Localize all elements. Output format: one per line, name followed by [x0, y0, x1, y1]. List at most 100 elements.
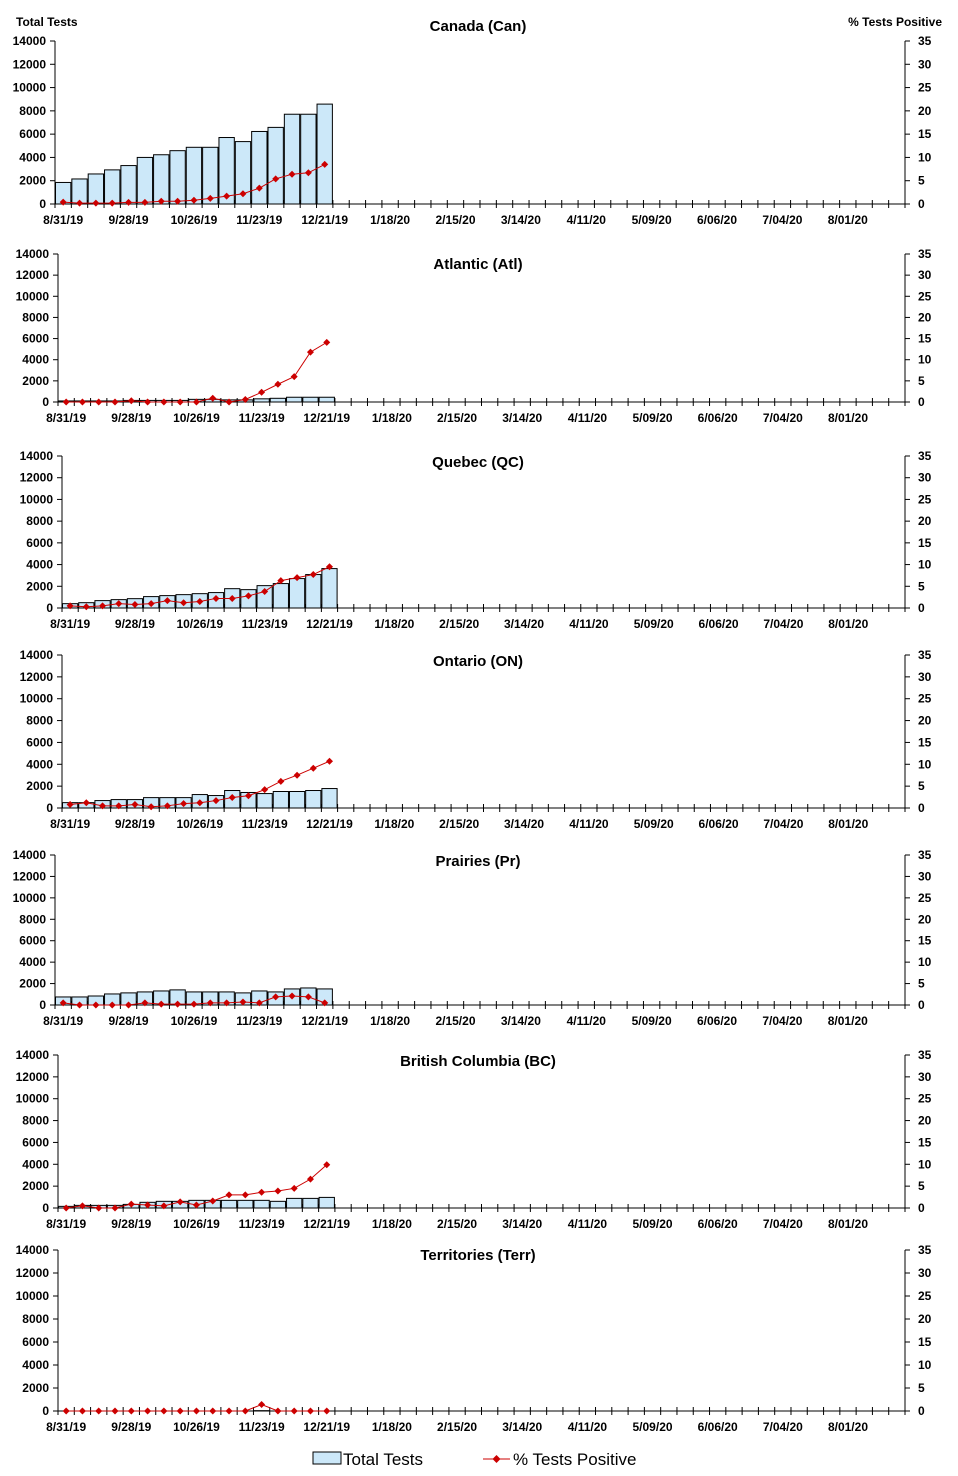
x-tick-label: 2/15/20 [439, 617, 479, 631]
x-tick-label: 1/18/20 [370, 1014, 410, 1028]
point-pct-positive [144, 1407, 152, 1415]
right-tick-label: 15 [918, 127, 932, 141]
right-tick-label: 15 [918, 1335, 932, 1349]
x-tick-label: 8/31/19 [50, 817, 90, 831]
left-tick-label: 6000 [19, 934, 46, 948]
right-tick-label: 5 [918, 1381, 925, 1395]
point-pct-positive [277, 577, 285, 585]
left-tick-label: 2000 [26, 779, 53, 793]
bar-total-tests [318, 1196, 335, 1209]
left-tick-label: 8000 [26, 714, 53, 728]
bar-total-tests [272, 583, 289, 609]
point-pct-positive [261, 786, 269, 794]
chart-title: British Columbia (BC) [400, 1053, 556, 1070]
legend-bar-swatch [312, 1451, 342, 1465]
chart-title: Ontario (ON) [433, 653, 523, 670]
left-tick-label: 2000 [22, 1381, 49, 1395]
x-tick-label: 10/26/19 [171, 213, 218, 227]
bar-total-tests [136, 156, 154, 205]
x-tick-label: 1/18/20 [374, 617, 414, 631]
point-pct-positive [288, 992, 296, 1000]
point-pct-positive [62, 1204, 70, 1212]
point-pct-positive [196, 597, 204, 605]
point-pct-positive [62, 398, 70, 406]
x-tick-label: 8/31/19 [46, 1217, 86, 1231]
point-pct-positive [108, 199, 116, 207]
x-tick-label: 4/11/20 [568, 1217, 608, 1231]
x-tick-label: 4/11/20 [567, 1014, 607, 1028]
right-tick-label: 20 [918, 714, 932, 728]
bar-total-tests [269, 1200, 287, 1209]
left-tick-label: 2000 [22, 1179, 49, 1193]
right-tick-label: 0 [918, 395, 925, 409]
chart-panel: British Columbia (BC) 0 2000 4000 6000 8000 10… [16, 1048, 932, 1231]
point-pct-positive [127, 1407, 135, 1415]
point-pct-positive [131, 801, 139, 809]
point-pct-positive [209, 394, 217, 402]
bar-total-tests [321, 788, 338, 809]
right-axis-header: % Tests Positive [848, 15, 942, 29]
x-tick-label: 9/28/19 [111, 411, 151, 425]
x-tick-label: 11/23/19 [239, 1420, 285, 1434]
left-tick-label: 14000 [13, 848, 47, 862]
line-pct-positive [66, 341, 328, 403]
left-tick-label: 4000 [26, 757, 53, 771]
x-tick-label: 2/15/20 [435, 1014, 475, 1028]
left-tick-label: 8000 [22, 310, 49, 324]
left-tick-label: 0 [46, 801, 53, 815]
point-pct-positive [192, 1407, 200, 1415]
point-pct-positive [144, 1201, 152, 1209]
left-tick-label: 8000 [22, 1114, 49, 1128]
right-tick-label: 25 [918, 492, 932, 506]
right-tick-label: 10 [918, 1358, 932, 1372]
legend: Total Tests % Tests Positive [312, 1450, 636, 1469]
right-tick-label: 25 [918, 1092, 932, 1106]
point-pct-positive [82, 799, 90, 807]
point-pct-positive [141, 999, 149, 1007]
right-tick-label: 30 [918, 670, 932, 684]
point-pct-positive [125, 198, 133, 206]
x-tick-label: 6/06/20 [697, 1014, 737, 1028]
right-tick-label: 0 [918, 1404, 925, 1418]
x-tick-label: 8/31/19 [50, 617, 90, 631]
bar-total-tests [237, 1199, 254, 1209]
right-tick-label: 25 [918, 1289, 932, 1303]
right-tick-label: 20 [918, 1312, 932, 1326]
point-pct-positive [147, 600, 155, 608]
x-tick-label: 2/15/20 [437, 411, 477, 425]
left-tick-label: 4000 [22, 1358, 49, 1372]
x-tick-label: 7/04/20 [763, 1420, 803, 1434]
point-pct-positive [176, 1407, 184, 1415]
bar-total-tests [256, 793, 273, 809]
point-pct-positive [323, 338, 331, 346]
left-tick-label: 4000 [22, 1157, 49, 1171]
right-tick-label: 35 [918, 848, 932, 862]
x-tick-label: 6/06/20 [698, 1420, 738, 1434]
point-pct-positive [95, 398, 103, 406]
x-tick-label: 7/04/20 [763, 1217, 803, 1231]
left-tick-label: 10000 [13, 81, 47, 95]
left-tick-label: 0 [39, 197, 46, 211]
x-tick-label: 8/31/19 [43, 213, 83, 227]
x-tick-label: 7/04/20 [763, 817, 803, 831]
point-pct-positive [82, 603, 90, 611]
x-tick-label: 12/21/19 [303, 1217, 350, 1231]
point-pct-positive [108, 1001, 116, 1009]
x-tick-label: 8/01/20 [828, 817, 868, 831]
right-tick-label: 15 [918, 1135, 932, 1149]
point-pct-positive [92, 199, 100, 207]
x-tick-label: 4/11/20 [569, 817, 609, 831]
point-pct-positive [261, 587, 269, 595]
left-tick-label: 6000 [22, 1335, 49, 1349]
point-pct-positive [258, 1401, 266, 1409]
right-tick-label: 30 [918, 268, 932, 282]
bar-total-tests [305, 790, 322, 809]
point-pct-positive [125, 1001, 133, 1009]
point-pct-positive [190, 196, 198, 204]
legend-line-label: % Tests Positive [513, 1450, 636, 1469]
point-pct-positive [160, 1407, 168, 1415]
x-tick-label: 12/21/19 [306, 617, 353, 631]
x-tick-label: 12/21/19 [301, 213, 348, 227]
point-pct-positive [95, 1204, 103, 1212]
x-tick-label: 8/01/20 [828, 617, 868, 631]
